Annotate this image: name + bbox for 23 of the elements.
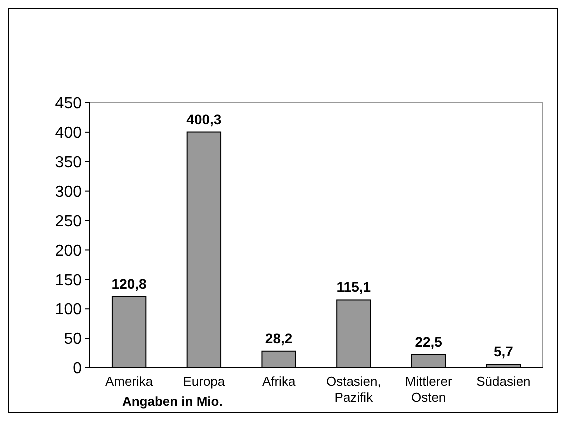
y-tick-label: 400 <box>55 125 82 142</box>
data-label: 28,2 <box>265 330 293 346</box>
data-label: 400,3 <box>186 111 222 128</box>
y-tick-label: 250 <box>55 213 82 230</box>
y-tick-label: 100 <box>55 302 82 319</box>
y-tick-label: 0 <box>73 360 82 378</box>
y-tick-label: 450 <box>55 96 82 113</box>
y-tick-label: 150 <box>55 272 82 290</box>
x-tick-label: Mittlerer Osten <box>405 374 453 405</box>
x-tick-label: Europa <box>183 374 226 389</box>
x-tick-label: Afrika <box>262 374 296 389</box>
x-tick-label: Südasien <box>476 374 531 389</box>
y-tick-label: 300 <box>55 184 82 201</box>
y-tick-label: 50 <box>64 331 82 348</box>
x-axis-title: Angaben in Mio. <box>122 394 223 409</box>
data-label: 115,1 <box>336 279 372 296</box>
data-label: 22,5 <box>415 334 443 350</box>
y-tick-label: 350 <box>55 154 82 172</box>
x-tick-label: Ostasien, Pazifik <box>326 374 382 405</box>
data-label: 5,7 <box>494 344 514 360</box>
data-label: 120,8 <box>112 276 148 292</box>
x-tick-label: Amerika <box>105 374 154 389</box>
y-tick-label: 200 <box>55 242 82 260</box>
